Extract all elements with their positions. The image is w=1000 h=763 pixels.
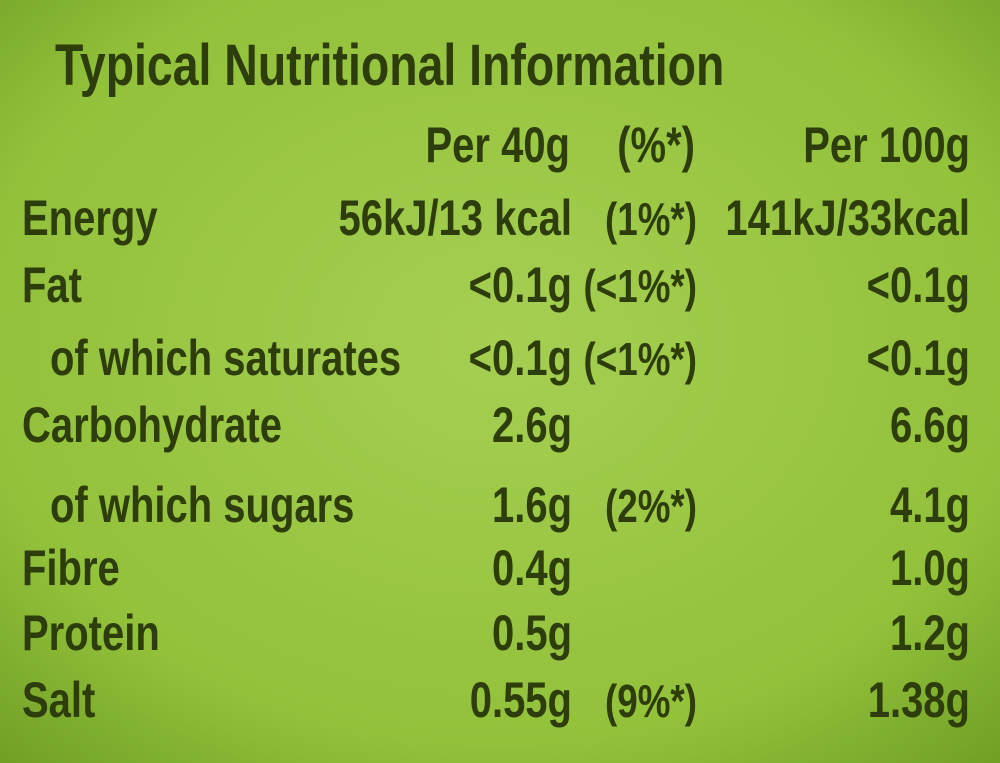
per-40g: 1.6g (492, 477, 572, 533)
per-100g: 6.6g (890, 397, 970, 453)
percent-ri: (<1%*) (584, 260, 697, 312)
per-100g: <0.1g (867, 257, 970, 313)
percent-ri: (2%*) (605, 480, 697, 532)
per-100g: 1.38g (868, 672, 970, 728)
per-40g: <0.1g (469, 330, 572, 386)
nutrition-table: Typical Nutritional Information Per 40g (%… (22, 33, 970, 728)
per-40g: 0.4g (492, 540, 572, 596)
percent-ri: (<1%*) (584, 333, 697, 385)
row-label: Fibre (22, 540, 120, 596)
title: Typical Nutritional Information (55, 33, 724, 98)
row-label: Energy (22, 190, 158, 246)
per-100g: 1.2g (890, 605, 970, 661)
row-label: Carbohydrate (22, 397, 282, 453)
row-label: of which sugars (50, 477, 354, 533)
per-100g: <0.1g (867, 330, 970, 386)
header-per40: Per 40g (426, 117, 570, 173)
per-40g: <0.1g (469, 257, 572, 313)
header-per100: Per 100g (803, 117, 970, 173)
per-40g: 0.55g (470, 672, 572, 728)
per-100g: 141kJ/33kcal (725, 190, 970, 246)
per-100g: 1.0g (890, 540, 970, 596)
header-pct: (%*) (617, 117, 695, 173)
row-label: Protein (22, 605, 160, 661)
per-40g: 56kJ/13 kcal (338, 190, 572, 246)
row-label: Salt (22, 672, 95, 728)
percent-ri: (9%*) (605, 675, 697, 727)
row-label: Fat (22, 257, 82, 313)
percent-ri: (1%*) (605, 193, 697, 245)
per-40g: 0.5g (492, 605, 572, 661)
row-label: of which saturates (50, 330, 401, 386)
per-100g: 4.1g (890, 477, 970, 533)
per-40g: 2.6g (492, 397, 572, 453)
